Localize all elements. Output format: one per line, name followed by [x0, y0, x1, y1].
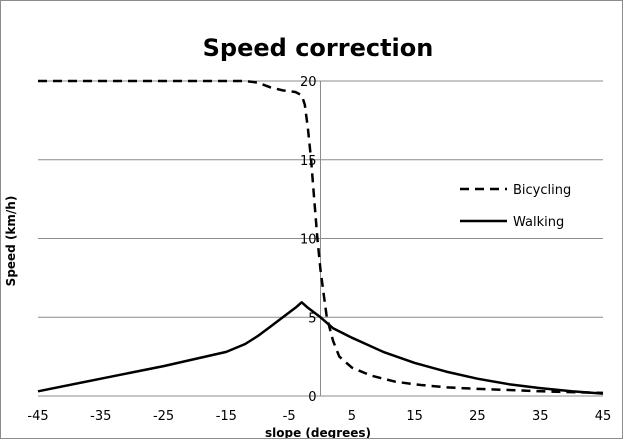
y-tick-label: 5 [308, 311, 316, 326]
y-tick-label: 0 [308, 390, 316, 405]
series [37, 79, 604, 395]
y-tick-label: 10 [300, 233, 317, 248]
legend-label-bicycling: Bicycling [513, 183, 571, 198]
y-tick-label: 15 [300, 154, 317, 169]
x-tick-labels: -45 -35 -25 -15 -5 5 15 25 35 45 [27, 409, 611, 424]
x-tick-label: 25 [469, 409, 486, 424]
x-tick-label: -35 [90, 409, 111, 424]
x-tick-label: -5 [283, 409, 296, 424]
y-axis-title: Speed (km/h) [4, 196, 18, 287]
x-tick-label: 45 [595, 409, 612, 424]
legend: Bicycling Walking [460, 183, 571, 230]
series-line-walking [37, 301, 604, 395]
x-tick-label: 15 [406, 409, 423, 424]
axes [38, 81, 603, 397]
x-tick-label: -25 [153, 409, 174, 424]
x-axis-title: slope (degrees) [265, 426, 371, 438]
y-tick-labels: 0 5 10 15 20 [300, 75, 317, 405]
legend-label-walking: Walking [513, 215, 564, 230]
series-line-bicycling [38, 79, 604, 395]
y-tick-label: 20 [300, 75, 317, 90]
x-tick-label: -45 [27, 409, 48, 424]
x-tick-label: -15 [216, 409, 237, 424]
chart-title: Speed correction [203, 34, 434, 62]
x-tick-label: 5 [348, 409, 356, 424]
x-tick-label: 35 [532, 409, 549, 424]
